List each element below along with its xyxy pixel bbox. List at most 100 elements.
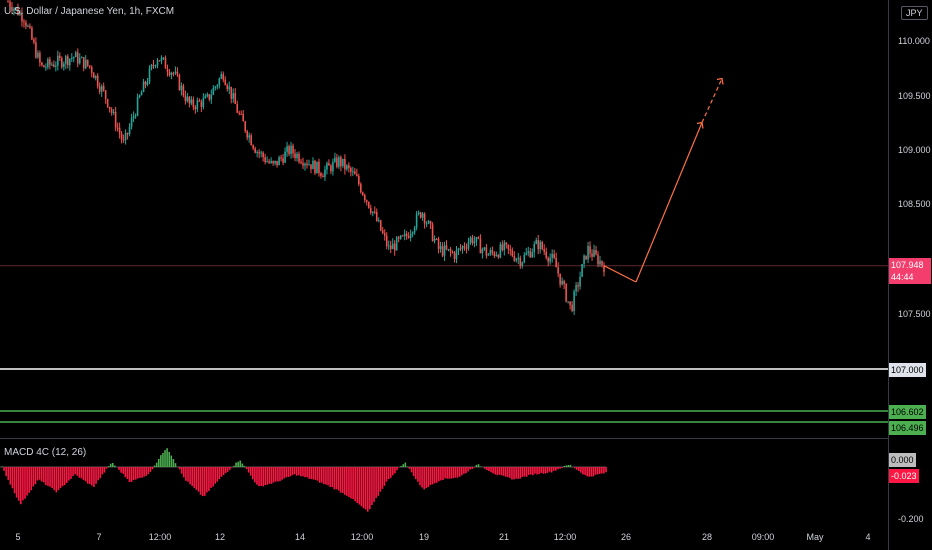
candle-body xyxy=(527,251,530,254)
candle-body xyxy=(371,211,374,213)
candle-body xyxy=(31,27,33,40)
candle-body xyxy=(51,64,53,66)
candle-body xyxy=(603,265,605,272)
candle-body xyxy=(409,234,412,238)
candle-body xyxy=(489,250,492,255)
chart-title: U.S. Dollar / Japanese Yen, 1h, FXCM xyxy=(4,6,175,17)
candle-body xyxy=(186,96,189,102)
candle-body xyxy=(533,243,536,253)
candle-body xyxy=(487,254,490,256)
candle-body xyxy=(593,250,595,257)
candle-body xyxy=(356,174,358,177)
candle-body xyxy=(322,175,324,178)
time-tick: 12 xyxy=(214,532,226,542)
candle-body xyxy=(571,304,573,312)
candle-body xyxy=(481,249,484,254)
candle-body xyxy=(188,96,191,104)
candle-body xyxy=(180,85,183,91)
candle-body xyxy=(583,255,585,265)
candle-body xyxy=(369,207,372,213)
candle-body xyxy=(27,25,29,27)
candle-body xyxy=(423,213,426,224)
candle-body xyxy=(200,101,203,107)
candle-body xyxy=(142,81,145,93)
candle-body xyxy=(286,146,288,152)
candle-body xyxy=(156,60,159,66)
candle-body xyxy=(342,158,344,167)
candle-body xyxy=(304,163,306,166)
candle-body xyxy=(507,244,510,250)
candle-body xyxy=(118,127,121,134)
candle-body xyxy=(90,66,93,73)
candle-body xyxy=(298,153,300,162)
pane-separator[interactable] xyxy=(0,438,888,439)
current-price-badge: 107.948 44:44 xyxy=(889,258,931,284)
candle-body xyxy=(172,72,175,74)
candle-body xyxy=(192,99,195,108)
candle-body xyxy=(435,238,438,240)
candle-body xyxy=(17,7,19,15)
candle-body xyxy=(45,67,47,69)
candle-body xyxy=(445,245,448,250)
time-tick: 14 xyxy=(294,532,306,542)
candle-body xyxy=(184,95,187,102)
candle-body xyxy=(66,56,69,66)
candle-body xyxy=(25,22,27,27)
candle-body xyxy=(190,99,193,104)
candle-body xyxy=(340,157,342,167)
candle-body xyxy=(61,58,63,67)
candle-body xyxy=(365,200,368,202)
candle-body xyxy=(567,301,569,303)
candle-body xyxy=(268,161,270,163)
candle-body xyxy=(427,221,430,224)
current-price-value: 107.948 xyxy=(891,260,924,270)
candle-body xyxy=(429,221,432,225)
candle-body xyxy=(11,6,13,12)
candle-body xyxy=(108,106,111,110)
price-chart[interactable] xyxy=(0,0,888,550)
candle-body xyxy=(274,160,276,164)
macd-indicator-label[interactable]: MACD 4C (12, 26) xyxy=(4,447,87,458)
candle-body xyxy=(37,52,39,58)
candle-body xyxy=(563,280,565,285)
candle-body xyxy=(148,68,151,83)
candle-body xyxy=(465,247,468,249)
candle-body xyxy=(112,111,115,113)
candle-body xyxy=(116,127,119,129)
candle-body xyxy=(503,242,506,251)
candle-body xyxy=(346,165,348,170)
candle-body xyxy=(477,237,480,239)
candle-body xyxy=(495,254,498,256)
candle-body xyxy=(134,115,137,117)
candle-body xyxy=(35,42,37,58)
candle-body xyxy=(94,75,97,79)
candle-body xyxy=(234,93,237,105)
candle-body xyxy=(575,285,577,292)
forecast-line-dashed xyxy=(701,78,723,123)
candle-body xyxy=(55,65,57,67)
candle-body xyxy=(585,255,587,260)
candle-body xyxy=(473,241,476,244)
candle-body xyxy=(76,52,79,64)
candle-body xyxy=(471,237,474,244)
candle-body xyxy=(264,157,266,163)
time-tick: 09:00 xyxy=(751,532,775,542)
candle-body xyxy=(375,211,378,222)
candle-body xyxy=(33,39,35,43)
time-tick: May xyxy=(806,532,824,542)
candle-body xyxy=(104,90,107,100)
candle-body xyxy=(140,92,143,96)
candle-body xyxy=(403,233,406,236)
level-badge-107000: 107.000 xyxy=(889,363,926,377)
candle-body xyxy=(96,75,99,87)
candle-body xyxy=(138,95,141,98)
candle-body xyxy=(120,133,123,140)
currency-button[interactable]: JPY xyxy=(901,6,928,20)
candle-body xyxy=(226,84,229,90)
forecast-arrowhead xyxy=(716,77,724,85)
time-tick: 21 xyxy=(498,532,510,542)
candle-body xyxy=(198,100,201,102)
candle-body xyxy=(162,57,165,59)
candle-body xyxy=(525,253,528,255)
price-axis[interactable] xyxy=(888,0,932,550)
